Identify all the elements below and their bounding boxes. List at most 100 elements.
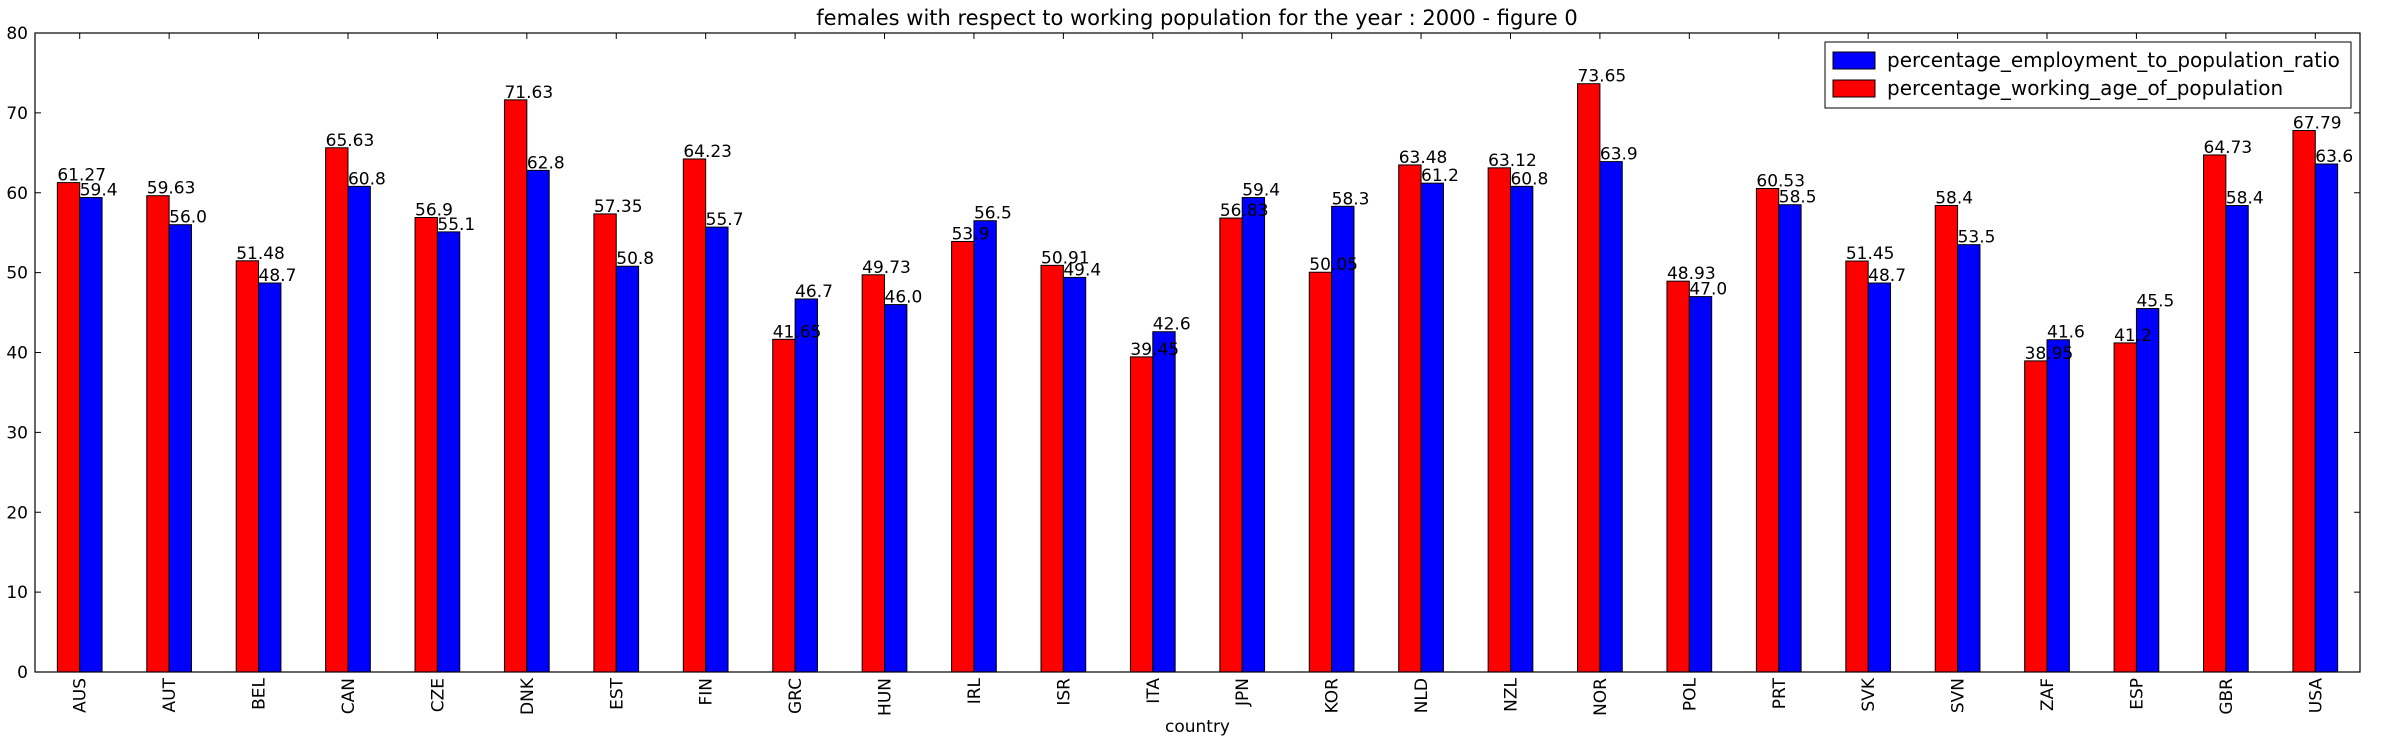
x-tick-label-isr: ISR [1054,678,1074,706]
data-label-working-age-jpn: 56.83 [1220,201,1269,221]
x-tick-label-usa: USA [2306,678,2326,714]
data-label-working-age-svn: 58.4 [1935,189,1973,209]
bar-working-age-jpn [1219,217,1243,673]
data-label-working-age-fin: 64.23 [683,142,732,162]
data-label-employment-prt: 58.5 [1779,188,1817,208]
x-tick-label-nzl: NZL [1501,677,1521,711]
bar-employment-can [347,185,371,673]
bar-employment-grc [794,298,818,673]
x-tick-label-aut: AUT [160,677,180,712]
bar-working-age-isr [1040,264,1064,673]
data-label-employment-gbr: 58.4 [2226,189,2264,209]
data-label-employment-est: 50.8 [616,249,654,269]
data-label-working-age-bel: 51.48 [236,244,285,264]
data-label-employment-grc: 46.7 [795,282,833,302]
data-label-working-age-isr: 50.91 [1041,248,1090,268]
y-tick-label-40: 40 [6,344,28,364]
data-label-working-age-hun: 49.73 [862,258,911,278]
x-tick-label-ita: ITA [1144,678,1164,704]
bar-employment-isr [1062,276,1087,673]
bar-working-age-ita [1129,356,1154,673]
y-tick-label-80: 80 [6,24,28,44]
data-label-employment-pol: 47.0 [1689,280,1727,300]
data-label-working-age-nor: 73.65 [1578,67,1627,87]
x-tick-label-svk: SVK [1859,677,1879,711]
data-label-working-age-usa: 67.79 [2293,114,2342,134]
bar-working-age-fin [682,158,707,673]
bar-employment-esp [2135,308,2160,673]
data-label-working-age-cze: 56.9 [415,201,453,221]
bar-employment-svn [1957,244,1981,673]
legend-label-working-age: percentage_working_age_of_population [1887,76,2283,100]
data-label-working-age-aut: 59.63 [147,179,196,199]
bar-working-age-kor [1308,271,1333,673]
data-label-employment-svk: 48.7 [1868,266,1906,286]
x-axis-label: country [1165,717,1230,737]
bar-working-age-nld [1398,164,1422,673]
legend: percentage_employment_to_population_rati… [1824,41,2352,109]
data-label-employment-nzl: 60.8 [1510,169,1548,189]
data-label-working-age-prt: 60.53 [1756,172,1805,192]
bar-employment-bel [258,282,282,673]
y-tick-label-70: 70 [6,104,28,124]
bar-employment-kor [1331,205,1355,673]
bar-employment-nld [1420,182,1444,673]
bar-employment-usa [2314,163,2339,673]
data-label-working-age-irl: 53.9 [952,224,990,244]
data-label-working-age-pol: 48.93 [1667,264,1716,284]
y-tick-label-50: 50 [6,264,28,284]
x-tick-label-pol: POL [1680,677,1700,711]
data-label-working-age-ita: 39.45 [1130,340,1179,360]
x-tick-label-zaf: ZAF [2038,678,2058,711]
x-tick-label-est: EST [607,677,627,710]
data-label-employment-isr: 49.4 [1063,260,1101,280]
bar-employment-nzl [1509,185,1534,673]
bar-working-age-prt [1755,188,1780,673]
data-label-employment-usa: 63.6 [2315,147,2353,167]
bar-working-age-gbr [2203,154,2227,673]
x-tick-label-gbr: GBR [2217,678,2237,715]
bar-working-age-dnk [503,99,528,673]
bar-employment-cze [436,231,461,673]
y-tick-label-10: 10 [6,583,28,603]
bar-working-age-aut [146,195,170,673]
data-label-working-age-can: 65.63 [326,131,375,151]
x-tick-label-aus: AUS [71,678,91,713]
bar-working-age-irl [951,240,975,673]
data-label-employment-ita: 42.6 [1153,315,1191,335]
bar-employment-dnk [526,169,550,673]
data-label-employment-esp: 45.5 [2136,292,2174,312]
data-label-employment-irl: 56.5 [974,204,1012,224]
data-label-employment-zaf: 41.6 [2047,323,2085,343]
data-label-employment-nor: 63.9 [1600,145,1638,165]
data-label-employment-nld: 61.2 [1421,166,1459,186]
bar-employment-aut [168,224,192,673]
x-tick-label-svn: SVN [1949,678,1969,713]
bar-working-age-grc [772,338,796,673]
bar-working-age-bel [235,260,260,673]
data-label-employment-aut: 56.0 [169,208,207,228]
bar-working-age-aus [56,182,81,673]
bars-layer [56,83,2339,673]
data-label-working-age-svk: 51.45 [1846,244,1895,264]
x-tick-label-cze: CZE [428,678,448,712]
x-tick-label-can: CAN [339,678,359,714]
data-label-working-age-nld: 63.48 [1399,148,1448,168]
data-label-employment-dnk: 62.8 [527,153,565,173]
bar-employment-fin [705,226,729,673]
data-label-working-age-zaf: 38.95 [2025,344,2074,364]
x-tick-label-kor: KOR [1323,678,1343,714]
x-tick-label-grc: GRC [786,678,806,714]
x-tick-label-nor: NOR [1591,678,1611,716]
x-tick-label-esp: ESP [2127,678,2147,710]
y-axis: 0 10 20 30 40 50 60 70 80 [6,24,2360,683]
y-tick-label-0: 0 [17,663,28,683]
legend-swatch-employment [1832,51,1876,70]
x-tick-label-fin: FIN [697,678,717,706]
plot-frame [34,32,2361,673]
bar-employment-zaf [2046,339,2070,673]
x-tick-label-irl: IRL [965,677,985,704]
data-label-working-age-grc: 41.65 [773,322,822,342]
data-label-working-age-aus: 61.27 [57,166,106,186]
